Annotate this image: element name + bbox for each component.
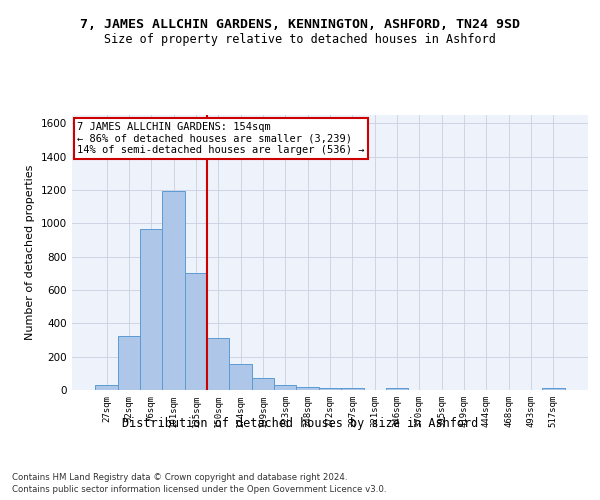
Text: Contains HM Land Registry data © Crown copyright and database right 2024.: Contains HM Land Registry data © Crown c…: [12, 472, 347, 482]
Text: Contains public sector information licensed under the Open Government Licence v3: Contains public sector information licen…: [12, 485, 386, 494]
Bar: [386, 388, 408, 390]
Bar: [252, 378, 274, 390]
Bar: [229, 364, 252, 390]
Bar: [163, 191, 185, 390]
Bar: [95, 385, 118, 390]
Bar: [140, 229, 163, 390]
Bar: [185, 274, 207, 390]
Text: 7, JAMES ALLCHIN GARDENS, KENNINGTON, ASHFORD, TN24 9SD: 7, JAMES ALLCHIN GARDENS, KENNINGTON, AS…: [80, 18, 520, 30]
Text: Distribution of detached houses by size in Ashford: Distribution of detached houses by size …: [122, 418, 478, 430]
Bar: [296, 386, 319, 390]
Text: 7 JAMES ALLCHIN GARDENS: 154sqm
← 86% of detached houses are smaller (3,239)
14%: 7 JAMES ALLCHIN GARDENS: 154sqm ← 86% of…: [77, 122, 365, 155]
Bar: [274, 385, 296, 390]
Text: Size of property relative to detached houses in Ashford: Size of property relative to detached ho…: [104, 32, 496, 46]
Bar: [207, 338, 229, 390]
Bar: [542, 388, 565, 390]
Bar: [118, 336, 140, 390]
Y-axis label: Number of detached properties: Number of detached properties: [25, 165, 35, 340]
Bar: [341, 388, 364, 390]
Bar: [319, 388, 341, 390]
